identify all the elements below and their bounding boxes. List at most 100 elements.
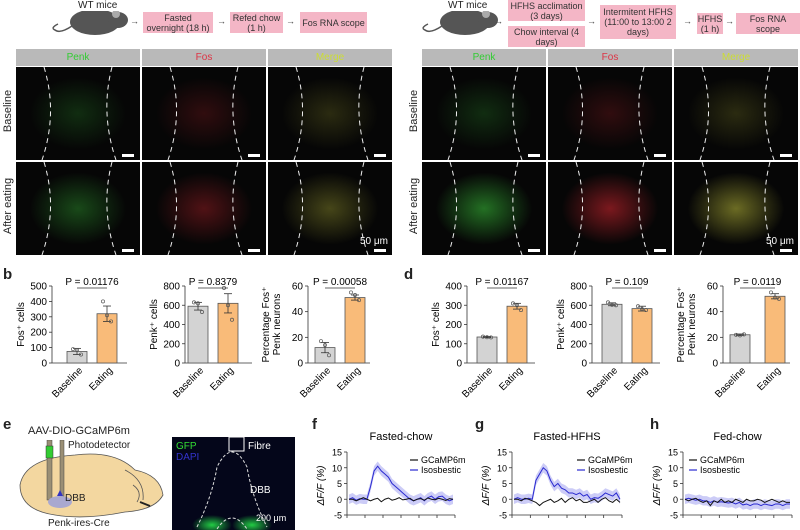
- data-point: [75, 347, 79, 352]
- y-axis-label: Fos⁺ cells: [431, 302, 442, 347]
- dbb-label: DBB: [65, 493, 86, 504]
- data-point: [614, 303, 618, 308]
- y-tick-label: -5: [670, 511, 678, 521]
- virus-label: AAV-DIO-GCaMP6m: [28, 425, 130, 437]
- y-axis-label: Penk⁺ cells: [149, 299, 160, 350]
- y-axis-label: Penk neurons: [687, 294, 698, 356]
- y-tick-label: 400: [30, 297, 47, 308]
- data-point: [481, 334, 485, 339]
- step-box: HFHS (1 h): [697, 13, 723, 34]
- panel-label-e: e: [3, 416, 12, 433]
- data-point: [323, 343, 327, 347]
- data-point: [357, 298, 361, 303]
- mouse-label: WT mice: [446, 0, 490, 11]
- y-tick-label: -5: [499, 511, 507, 521]
- data-point: [353, 293, 357, 297]
- data-point: [734, 332, 738, 337]
- step-box: Chow interval (4 days): [508, 26, 585, 47]
- panel-label-d: d: [404, 266, 414, 283]
- y-tick-label: 300: [30, 312, 47, 323]
- data-point: [777, 296, 781, 301]
- chart-title: Fasted-chow: [370, 431, 433, 443]
- y-tick-label: 0: [673, 495, 678, 505]
- y-tick-label: 5: [502, 479, 507, 489]
- microscopy-image-fos-after-eating: [142, 162, 266, 255]
- data-point: [192, 300, 196, 305]
- data-point: [489, 335, 493, 340]
- p-value-label: P = 0.0119: [734, 277, 782, 288]
- microscopy-image-fos-baseline: [548, 67, 672, 160]
- data-point: [769, 290, 773, 295]
- scale-bar-label: 50 μm: [766, 236, 794, 247]
- data-point: [515, 303, 519, 308]
- scale-bar: [374, 249, 386, 252]
- y-tick-label: 400: [163, 320, 180, 331]
- bar-eating: [344, 297, 366, 364]
- dbb-image-label: DBB: [250, 485, 271, 496]
- step-box: Fos RNA scope: [300, 12, 367, 33]
- region-outline: [573, 67, 649, 160]
- column-header-penk: Penk: [422, 49, 546, 66]
- y-tick-label: 600: [163, 301, 180, 312]
- microscopy-image-penk-baseline: [16, 67, 140, 160]
- y-tick-label: 0: [297, 359, 303, 370]
- dapi-label: DAPI: [176, 452, 200, 463]
- arrow-icon: →: [494, 16, 503, 26]
- fibre-label: Fibre: [248, 441, 271, 452]
- scale-bar: [374, 154, 386, 157]
- y-tick-label: 20: [292, 333, 304, 344]
- data-point: [738, 333, 742, 338]
- y-tick-label: 10: [668, 463, 678, 473]
- p-value-label: P = 0.8379: [189, 277, 238, 288]
- category-label: Eating: [87, 365, 115, 393]
- step-box: Intermitent HFHS (11:00 to 13:00 2 days): [600, 5, 676, 39]
- step-box: Refed chow (1 h): [230, 12, 283, 33]
- p-value-label: P = 0.01176: [65, 277, 119, 288]
- gfp-label: GFP: [176, 441, 197, 452]
- y-tick-label: 100: [445, 339, 462, 350]
- y-tick-label: 0: [174, 359, 180, 370]
- y-tick-label: 300: [445, 301, 462, 312]
- y-tick-label: -5: [334, 511, 342, 521]
- y-tick-label: 0: [337, 495, 342, 505]
- region-outline: [699, 162, 775, 255]
- y-tick-label: 400: [570, 320, 587, 331]
- panel-label-h: h: [650, 416, 660, 433]
- y-tick-label: 0: [502, 495, 507, 505]
- y-axis-label: Penk⁺ cells: [556, 299, 567, 350]
- arrow-icon: →: [286, 16, 295, 26]
- data-point: [636, 304, 640, 309]
- brain-illustration: [19, 440, 164, 518]
- y-tick-label: 20: [707, 333, 719, 344]
- scale-bar-label: 200 μm: [256, 513, 287, 523]
- data-point: [105, 313, 109, 318]
- y-tick-label: 60: [707, 282, 719, 293]
- y-axis-label: ΔF/F (%): [481, 466, 492, 507]
- mouse-icon: [52, 9, 128, 35]
- panel-label-b: b: [3, 266, 13, 283]
- legend-label: GCaMP6m: [588, 455, 633, 465]
- p-value-label: P = 0.00058: [313, 277, 367, 288]
- y-tick-label: 600: [570, 301, 587, 312]
- column-header-merge: Merge: [674, 49, 798, 66]
- y-tick-label: 100: [30, 343, 47, 354]
- data-point: [327, 353, 331, 358]
- data-point: [773, 295, 777, 300]
- line-chart-h: Fed-chow -5 0 5 10 15 ΔF/F (%) GCaMP6mIsosbesti…: [652, 431, 793, 521]
- line-chart-f: Fasted-chow -5 0 5 10 15 ΔF/F (%) GCaMP6mIsosbe…: [316, 431, 466, 521]
- category-label: Eating: [208, 365, 236, 393]
- photodetector-label: Photodetector: [68, 440, 131, 451]
- microscopy-image-penk-after-eating: [16, 162, 140, 255]
- category-label: Baseline: [585, 365, 620, 400]
- dbb-outline: [192, 437, 272, 530]
- bar-baseline: [601, 303, 623, 364]
- y-tick-label: 0: [712, 359, 718, 370]
- bar-chart-b3: 0 20 40 60 Percentage Fos⁺ Penk neurons Baseli…: [261, 277, 370, 400]
- y-tick-label: 200: [163, 339, 180, 350]
- y-tick-label: 200: [30, 328, 47, 339]
- arrow-icon: →: [217, 16, 226, 26]
- column-header-fos: Fos: [548, 49, 672, 66]
- legend-label: Isosbestic: [700, 465, 741, 475]
- bar-baseline: [729, 334, 751, 364]
